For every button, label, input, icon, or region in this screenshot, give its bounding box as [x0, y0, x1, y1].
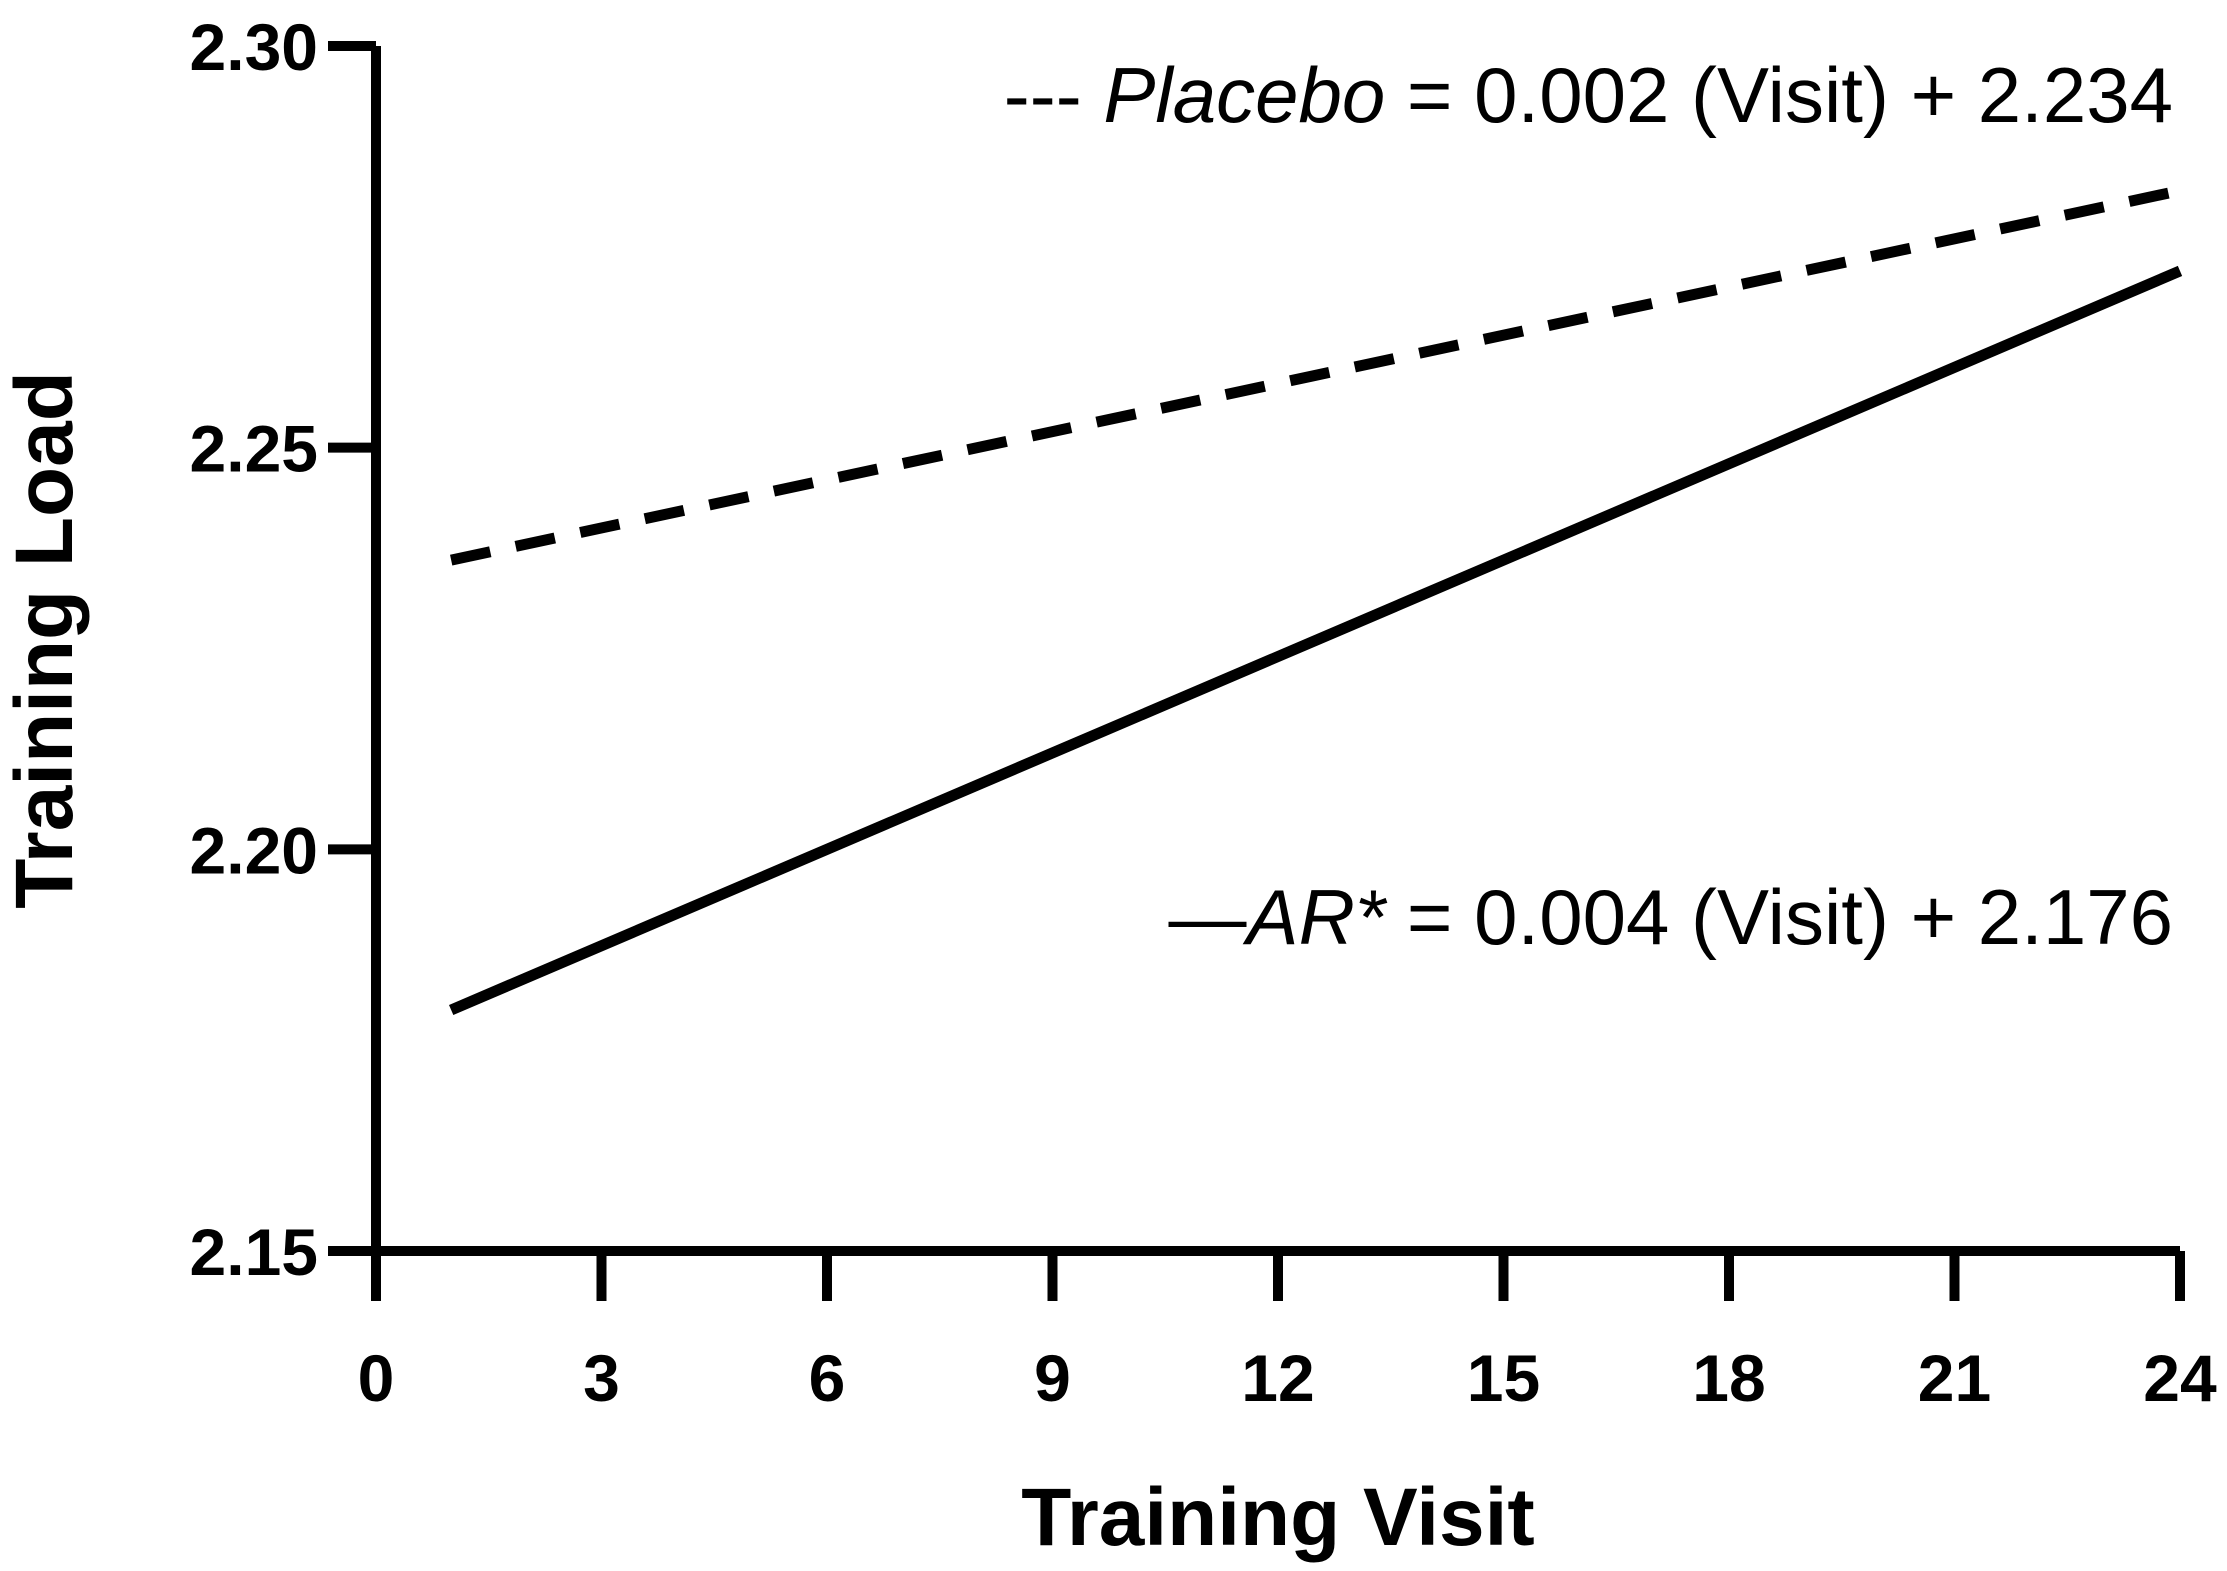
annotation-placebo-name: Placebo [1103, 51, 1385, 139]
axes [330, 46, 2180, 1256]
y-axis-title: Training Load [0, 371, 90, 909]
x-tick-label: 0 [358, 1341, 395, 1415]
series-line-placebo [450, 185, 2182, 566]
x-tick-label: 6 [809, 1341, 846, 1415]
x-tick-label: 12 [1241, 1341, 1314, 1415]
ticks: 0 3 6 9 12 15 18 21 24 2.15 2.20 2.25 2.30 [190, 10, 2217, 1415]
annotation-placebo-marker: --- [1004, 51, 1082, 139]
y-tick-label: 2.25 [190, 412, 318, 486]
annotation-placebo-equation: = 0.002 (Visit) + 2.234 [1385, 51, 2173, 139]
annotation-ar: —AR* = 0.004 (Visit) + 2.176 [1169, 873, 2173, 961]
annotation-ar-marker: — [1169, 873, 1247, 961]
series-line-ar [449, 265, 2183, 1016]
annotation-ar-equation: = 0.004 (Visit) + 2.176 [1385, 873, 2173, 961]
y-tick-label: 2.15 [190, 1215, 318, 1289]
x-tick-label: 21 [1918, 1341, 1991, 1415]
x-tick-label: 15 [1467, 1341, 1540, 1415]
y-tick-label: 2.30 [190, 10, 318, 84]
x-tick-label: 18 [1692, 1341, 1765, 1415]
x-axis-title: Training Visit [1021, 1472, 1534, 1563]
annotation-placebo: --- Placebo = 0.002 (Visit) + 2.234 [1004, 51, 2173, 139]
x-tick-label: 3 [583, 1341, 620, 1415]
y-tick-label: 2.20 [190, 813, 318, 887]
annotation-ar-name: AR* [1243, 873, 1388, 961]
x-tick-label: 24 [2143, 1341, 2217, 1415]
x-tick-label: 9 [1034, 1341, 1071, 1415]
plot-lines [449, 185, 2183, 1016]
